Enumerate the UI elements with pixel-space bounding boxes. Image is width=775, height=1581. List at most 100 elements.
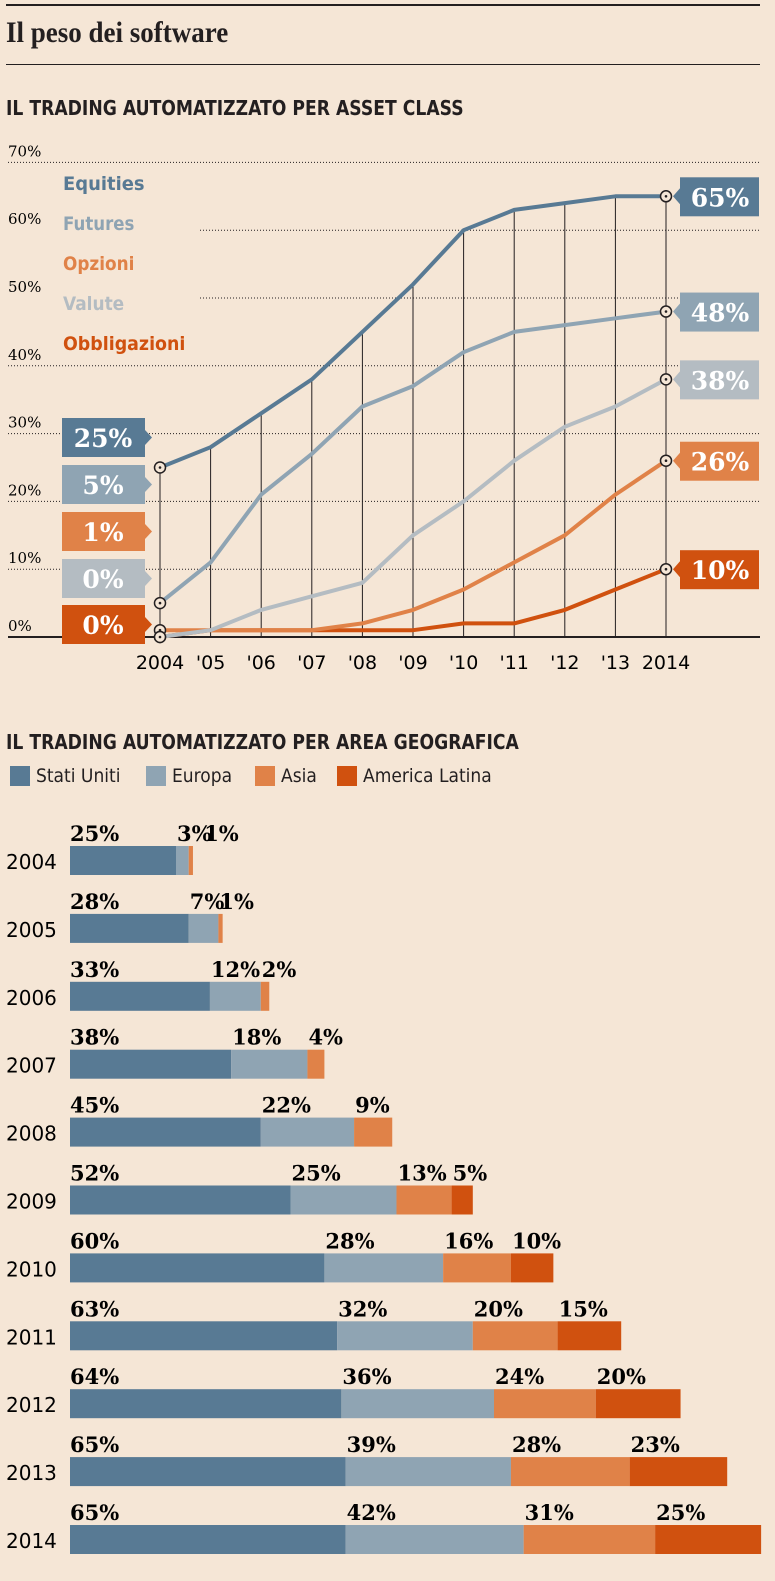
bar-2013-europa — [345, 1457, 511, 1487]
legend-obbligazioni: Obbligazioni — [63, 333, 185, 355]
value-label-2013-america-latina: 23% — [631, 1432, 680, 1457]
legend-item-america-latina: America Latina — [336, 765, 506, 787]
year-label-2012: 2012 — [6, 1393, 57, 1417]
year-label-2004: 2004 — [6, 850, 57, 874]
legend-item-stati-uniti: Stati Uniti — [10, 765, 130, 787]
bar-2009-stati-uniti — [70, 1185, 291, 1215]
value-label-2014-stati-uniti: 65% — [70, 1500, 119, 1525]
legend-opzioni: Opzioni — [63, 253, 134, 275]
end-label-obbligazioni: 10% — [691, 556, 750, 585]
legend-futures: Futures — [63, 213, 134, 235]
end-label-box-equities — [680, 177, 759, 217]
value-label-2010-stati-uniti: 60% — [70, 1228, 119, 1253]
bar-2010-asia — [443, 1253, 511, 1283]
value-label-2004-stati-uniti: 25% — [70, 821, 119, 846]
value-label-2013-asia: 28% — [512, 1432, 561, 1457]
value-label-2007-asia: 4% — [308, 1025, 343, 1050]
year-label-2006: 2006 — [6, 986, 57, 1010]
bar-2009-europa — [290, 1185, 397, 1215]
bar-2011-stati-uniti — [70, 1321, 338, 1351]
value-label-2011-asia: 20% — [474, 1296, 523, 1321]
legend-swatch-stati-uniti — [10, 766, 30, 786]
bar-2012-america-latina — [595, 1389, 681, 1419]
bar-2010-stati-uniti — [70, 1253, 325, 1283]
bar-2008-stati-uniti — [70, 1117, 261, 1147]
value-label-2011-america-latina: 15% — [559, 1296, 608, 1321]
marker-dot-futures-2014 — [664, 310, 668, 313]
end-label-arrow-opzioni — [673, 452, 680, 469]
bar-chart-legend: Stati Uniti Europa Asia America Latina — [10, 764, 522, 788]
marker-dot-equities-2014 — [664, 195, 668, 198]
year-label-2013: 2013 — [6, 1461, 57, 1485]
year-label-2008: 2008 — [6, 1122, 57, 1146]
year-label-2009: 2009 — [6, 1190, 57, 1214]
value-label-2006-stati-uniti: 33% — [70, 957, 119, 982]
value-label-2006-asia: 2% — [262, 957, 297, 982]
bar-2008-europa — [260, 1117, 355, 1147]
bar-2013-stati-uniti — [70, 1457, 346, 1487]
marker-dot-futures-2004 — [158, 601, 162, 605]
value-label-2010-europa: 28% — [325, 1228, 374, 1253]
bar-2012-stati-uniti — [70, 1389, 342, 1419]
value-label-2007-stati-uniti: 38% — [70, 1025, 119, 1050]
title-rule — [6, 64, 760, 65]
y-tick-label-60: 60% — [8, 210, 41, 228]
bar-2014-asia — [523, 1525, 656, 1554]
bar-2011-asia — [472, 1321, 558, 1351]
legend-swatch-america-latina — [336, 766, 357, 786]
bar-2007-europa — [231, 1049, 308, 1079]
value-label-2004-europa: 3% — [177, 821, 212, 846]
end-label-box-opzioni — [680, 441, 759, 481]
bar-2007-stati-uniti — [70, 1049, 232, 1079]
start-label-arrow-obbligazioni — [145, 617, 152, 632]
value-label-2004-asia: 1% — [204, 821, 239, 846]
bar-2006-europa — [209, 981, 261, 1011]
y-tick-label-20: 20% — [8, 481, 41, 499]
legend-swatch-asia — [254, 766, 275, 786]
value-label-2012-stati-uniti: 64% — [70, 1364, 119, 1389]
end-label-opzioni: 26% — [691, 448, 750, 477]
start-label-box-futures — [62, 465, 145, 504]
bar-2004-asia — [188, 846, 193, 875]
value-label-2014-america-latina: 25% — [656, 1500, 705, 1525]
bar-2005-asia — [218, 913, 223, 943]
start-label-equities: 25% — [74, 424, 133, 453]
bar-2014-america-latina — [655, 1525, 762, 1554]
value-label-2014-europa: 42% — [347, 1500, 396, 1525]
year-label-2005: 2005 — [6, 918, 57, 942]
y-tick-label-50: 50% — [8, 278, 41, 296]
marker-dot-opzioni-2014 — [664, 459, 668, 463]
x-tick-label-2010: '10 — [449, 652, 478, 674]
bar-2013-asia — [510, 1457, 630, 1487]
value-label-2013-europa: 39% — [347, 1432, 396, 1457]
x-tick-label-2004: 2004 — [136, 652, 184, 674]
value-label-2008-stati-uniti: 45% — [70, 1093, 119, 1118]
asset-class-line-chart: 0% 10% 20% 30% 40% 50% 60% 70% 2004 '05 '06 '07 '08 '… — [8, 142, 760, 674]
bar-2012-asia — [494, 1389, 596, 1419]
marker-dot-equities-2004 — [158, 466, 162, 469]
value-label-2005-asia: 1% — [219, 889, 254, 914]
end-label-box-futures — [680, 292, 759, 332]
start-label-obbligazioni: 0% — [82, 611, 123, 640]
legend-label-stati-uniti: Stati Uniti — [36, 765, 121, 787]
y-tick-label-10: 10% — [8, 549, 41, 567]
end-label-arrow-futures — [673, 303, 680, 320]
value-label-2010-asia: 16% — [444, 1228, 493, 1253]
value-label-2005-stati-uniti: 28% — [70, 889, 119, 914]
bar-2011-europa — [337, 1321, 473, 1351]
bar-2004-europa — [176, 846, 189, 875]
legend-item-asia: Asia — [254, 765, 321, 787]
series-line-equities — [159, 194, 666, 470]
top-rule — [6, 4, 760, 6]
end-label-box-obbligazioni — [680, 550, 759, 590]
legend-valute: Valute — [63, 293, 124, 315]
page-title: Il peso dei software — [6, 16, 229, 49]
series-line-opzioni — [160, 459, 668, 633]
y-tick-label-40: 40% — [8, 346, 41, 364]
value-label-2006-europa: 12% — [211, 957, 260, 982]
value-label-2010-america-latina: 10% — [512, 1228, 561, 1253]
bar-2005-europa — [188, 913, 219, 943]
start-label-arrow-equities — [145, 430, 152, 445]
year-label-2011: 2011 — [6, 1325, 57, 1349]
start-label-arrow-futures — [145, 477, 152, 492]
